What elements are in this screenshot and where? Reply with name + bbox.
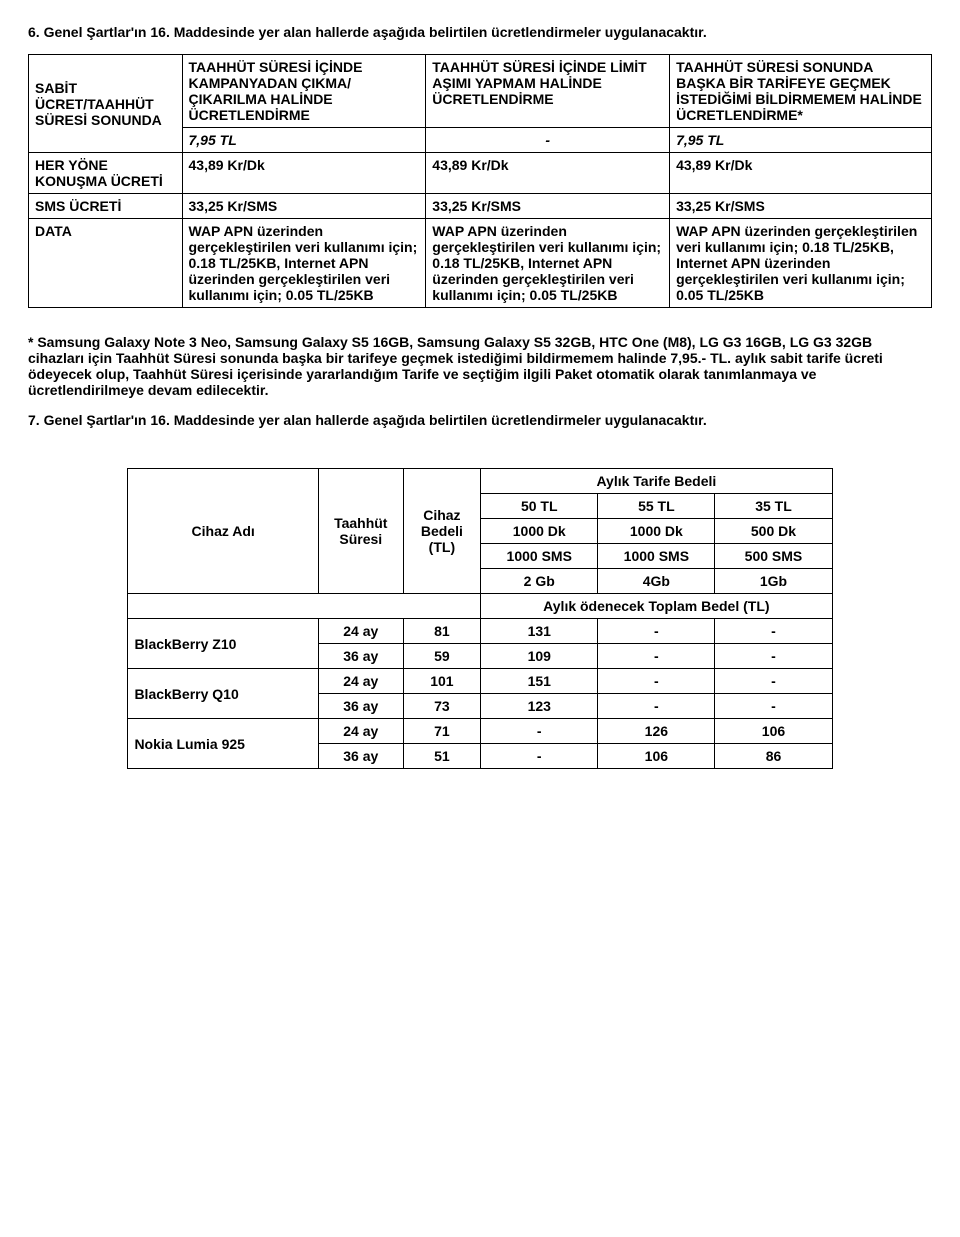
cell: 101: [403, 669, 481, 694]
cell: 2 Gb: [481, 569, 598, 594]
cell: WAP APN üzerinden gerçekleştirilen veri …: [670, 219, 932, 308]
cell: 51: [403, 744, 481, 769]
cell: 43,89 Kr/Dk: [670, 153, 932, 194]
device-name: BlackBerry Q10: [128, 669, 319, 719]
col-header: TAAHHÜT SÜRESİ İÇİNDE KAMPANYADAN ÇIKMA/…: [182, 55, 426, 128]
pricing-table-1: SABİT ÜCRET/TAAHHÜT SÜRESİ SONUNDA TAAHH…: [28, 54, 932, 308]
col-header-toplam: Aylık ödenecek Toplam Bedel (TL): [481, 594, 832, 619]
cell: -: [481, 744, 598, 769]
col-header: TAAHHÜT SÜRESİ SONUNDA BAŞKA BİR TARİFEY…: [670, 55, 932, 128]
cell: 1000 SMS: [481, 544, 598, 569]
cell: WAP APN üzerinden gerçekleştirilen veri …: [182, 219, 426, 308]
cell: 24 ay: [318, 719, 403, 744]
cell: 24 ay: [318, 669, 403, 694]
cell: -: [598, 644, 715, 669]
cell: 59: [403, 644, 481, 669]
cell: 36 ay: [318, 744, 403, 769]
cell: 126: [598, 719, 715, 744]
table-row: Cihaz Adı Taahhüt Süresi Cihaz Bedeli (T…: [128, 469, 832, 494]
cell: 43,89 Kr/Dk: [182, 153, 426, 194]
cell: -: [426, 128, 670, 153]
cell: 43,89 Kr/Dk: [426, 153, 670, 194]
table-row: DATA WAP APN üzerinden gerçekleştirilen …: [29, 219, 932, 308]
cell: -: [715, 669, 832, 694]
table-row: SABİT ÜCRET/TAAHHÜT SÜRESİ SONUNDA TAAHH…: [29, 55, 932, 128]
row-label: SMS ÜCRETİ: [29, 194, 183, 219]
col-header-bedel: Cihaz Bedeli (TL): [403, 469, 481, 594]
device-name: Nokia Lumia 925: [128, 719, 319, 769]
col-header-cihaz: Cihaz Adı: [128, 469, 319, 594]
cell: 4Gb: [598, 569, 715, 594]
cell: 33,25 Kr/SMS: [182, 194, 426, 219]
cell: -: [715, 644, 832, 669]
cell: 106: [598, 744, 715, 769]
cell: -: [481, 719, 598, 744]
cell: 55 TL: [598, 494, 715, 519]
table-row: HER YÖNE KONUŞMA ÜCRETİ 43,89 Kr/Dk 43,8…: [29, 153, 932, 194]
cell: 106: [715, 719, 832, 744]
cell: 71: [403, 719, 481, 744]
col-header-taahhut: Taahhüt Süresi: [318, 469, 403, 594]
cell: 1Gb: [715, 569, 832, 594]
row-label: HER YÖNE KONUŞMA ÜCRETİ: [29, 153, 183, 194]
cell: 7,95 TL: [182, 128, 426, 153]
cell: 73: [403, 694, 481, 719]
footnote: * Samsung Galaxy Note 3 Neo, Samsung Gal…: [28, 334, 932, 398]
cell: -: [715, 619, 832, 644]
row-label: SABİT ÜCRET/TAAHHÜT SÜRESİ SONUNDA: [29, 55, 183, 153]
cell: 7,95 TL: [670, 128, 932, 153]
cell: 35 TL: [715, 494, 832, 519]
cell: 109: [481, 644, 598, 669]
cell: 123: [481, 694, 598, 719]
cell: 1000 Dk: [481, 519, 598, 544]
cell: -: [715, 694, 832, 719]
cell: 36 ay: [318, 644, 403, 669]
section-7-intro: 7. Genel Şartlar'ın 16. Maddesinde yer a…: [28, 412, 932, 428]
col-header: TAAHHÜT SÜRESİ İÇİNDE LİMİT AŞIMI YAPMAM…: [426, 55, 670, 128]
cell: 151: [481, 669, 598, 694]
table-row: BlackBerry Z10 24 ay 81 131 - -: [128, 619, 832, 644]
cell: 50 TL: [481, 494, 598, 519]
device-name: BlackBerry Z10: [128, 619, 319, 669]
cell: 24 ay: [318, 619, 403, 644]
table-row: SMS ÜCRETİ 33,25 Kr/SMS 33,25 Kr/SMS 33,…: [29, 194, 932, 219]
cell: -: [598, 669, 715, 694]
cell: 81: [403, 619, 481, 644]
table-row: BlackBerry Q10 24 ay 101 151 - -: [128, 669, 832, 694]
row-label: DATA: [29, 219, 183, 308]
cell: 1000 Dk: [598, 519, 715, 544]
device-pricing-table: Cihaz Adı Taahhüt Süresi Cihaz Bedeli (T…: [127, 468, 832, 769]
cell: -: [598, 694, 715, 719]
cell: 36 ay: [318, 694, 403, 719]
cell: 500 Dk: [715, 519, 832, 544]
col-header-tarife: Aylık Tarife Bedeli: [481, 469, 832, 494]
cell: 500 SMS: [715, 544, 832, 569]
cell: 33,25 Kr/SMS: [426, 194, 670, 219]
section-6-intro: 6. Genel Şartlar'ın 16. Maddesinde yer a…: [28, 24, 932, 40]
cell: 131: [481, 619, 598, 644]
cell: -: [598, 619, 715, 644]
cell: WAP APN üzerinden gerçekleştirilen veri …: [426, 219, 670, 308]
cell: 86: [715, 744, 832, 769]
cell: 1000 SMS: [598, 544, 715, 569]
cell: 33,25 Kr/SMS: [670, 194, 932, 219]
table-row: Nokia Lumia 925 24 ay 71 - 126 106: [128, 719, 832, 744]
table-row: Aylık ödenecek Toplam Bedel (TL): [128, 594, 832, 619]
